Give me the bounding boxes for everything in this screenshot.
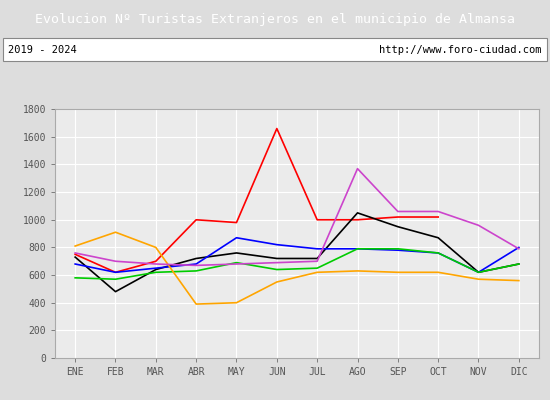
Text: Evolucion Nº Turistas Extranjeros en el municipio de Almansa: Evolucion Nº Turistas Extranjeros en el … xyxy=(35,12,515,26)
Text: 2019 - 2024: 2019 - 2024 xyxy=(8,45,77,55)
Text: http://www.foro-ciudad.com: http://www.foro-ciudad.com xyxy=(379,45,542,55)
